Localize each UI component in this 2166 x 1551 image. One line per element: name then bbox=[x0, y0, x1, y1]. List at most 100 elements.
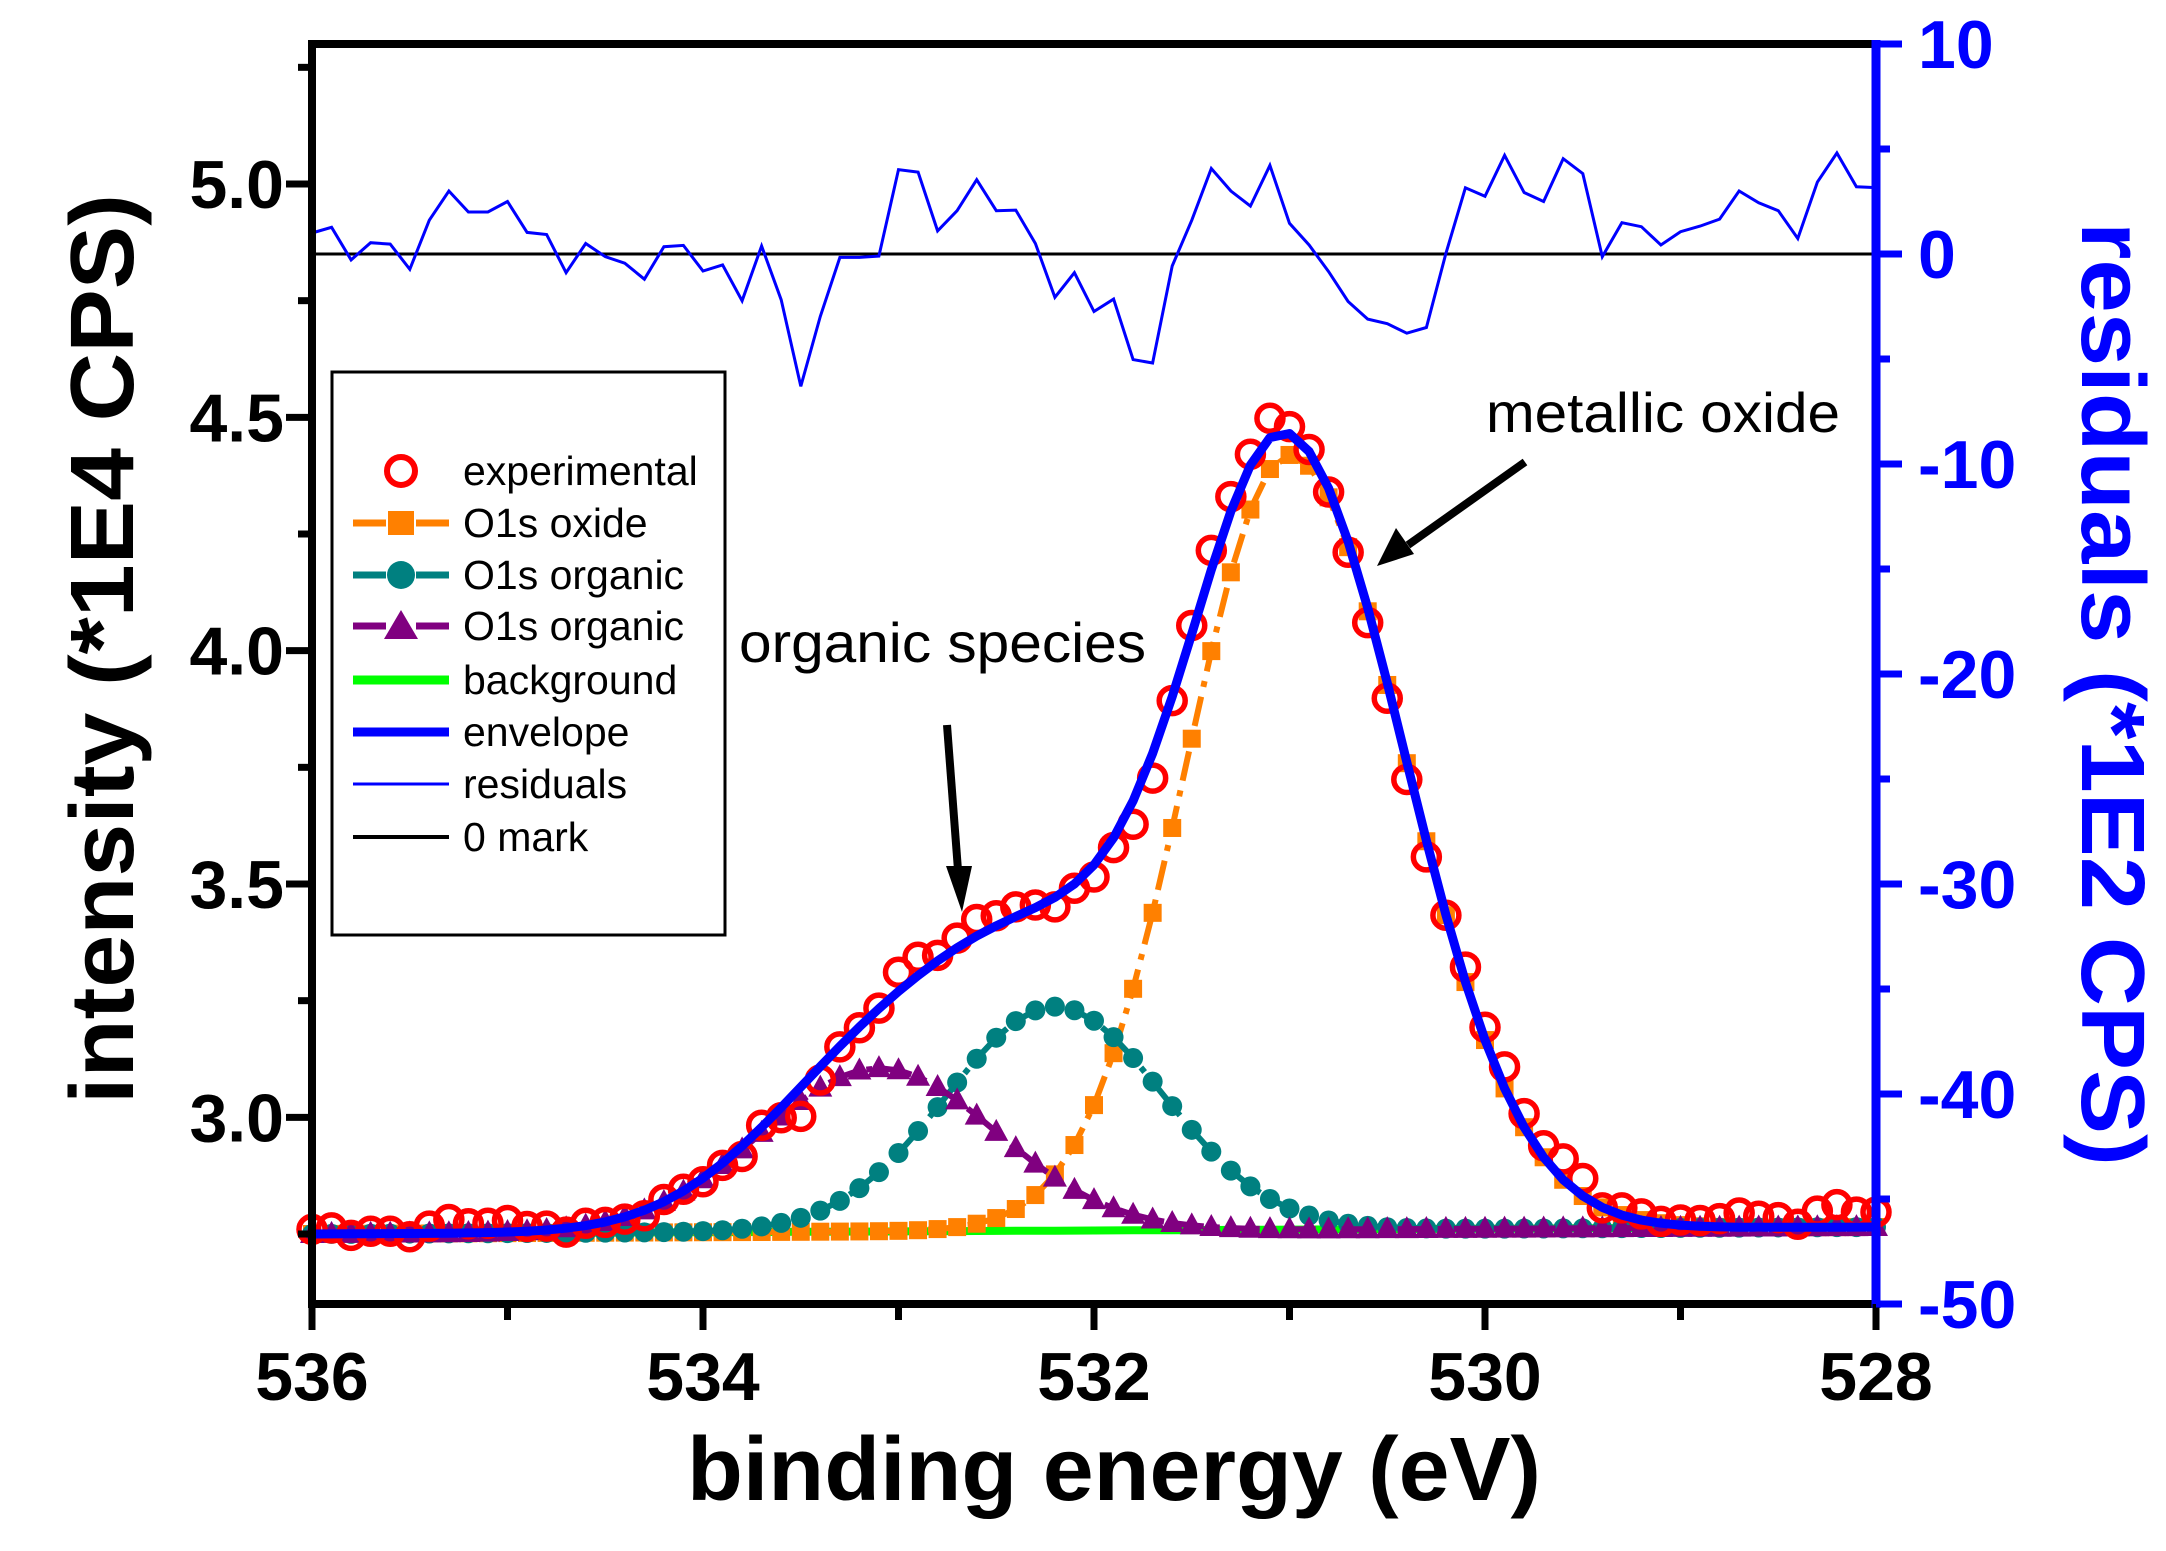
circle-marker bbox=[1044, 996, 1065, 1017]
circle-marker bbox=[712, 1220, 733, 1241]
circle-marker bbox=[849, 1178, 870, 1199]
circle-marker bbox=[1064, 1000, 1085, 1021]
square-marker bbox=[1006, 1200, 1025, 1219]
arrow-organic-species bbox=[943, 724, 972, 912]
legend-entry: O1s organic bbox=[353, 603, 684, 649]
experimental-point bbox=[315, 1212, 348, 1244]
triangle-marker bbox=[1492, 1215, 1517, 1238]
legend-box bbox=[330, 370, 727, 937]
x-tick-label: 534 bbox=[646, 1339, 760, 1415]
experimental-point bbox=[1293, 433, 1325, 466]
triangle-marker bbox=[984, 1118, 1009, 1141]
circle-marker bbox=[1142, 1071, 1163, 1092]
arrow-metallic-oxide bbox=[1377, 458, 1528, 566]
legend-label: 0 mark bbox=[463, 814, 589, 860]
experimental-point bbox=[843, 1011, 876, 1044]
circle-marker bbox=[790, 1207, 811, 1228]
circle-marker bbox=[1181, 1119, 1202, 1140]
y-axis-title: intensity (*1E4 CPS) bbox=[53, 194, 153, 1104]
experimental-point bbox=[1273, 410, 1306, 443]
legend-entry: experimental bbox=[384, 448, 698, 494]
y2-tick-label: -30 bbox=[1918, 847, 2016, 923]
legend: experimental O1s oxide O1s organic O1s orga… bbox=[330, 370, 727, 937]
y-tick-label: 4.0 bbox=[189, 614, 284, 690]
x-tick-label: 536 bbox=[255, 1339, 368, 1415]
legend-label: O1s oxide bbox=[463, 500, 648, 546]
circle-marker bbox=[908, 1121, 929, 1142]
x-tick-label: 528 bbox=[1819, 1339, 1932, 1415]
circle-marker bbox=[868, 1162, 889, 1183]
experimental-point bbox=[1703, 1202, 1736, 1235]
triangle-marker bbox=[1609, 1215, 1634, 1238]
square-marker bbox=[830, 1222, 849, 1241]
triangle-marker bbox=[1218, 1215, 1243, 1238]
experimental-point bbox=[667, 1173, 700, 1205]
square-marker bbox=[869, 1222, 888, 1241]
circle-marker bbox=[732, 1218, 753, 1239]
square-marker bbox=[1124, 979, 1143, 998]
y-tick-label: 3.0 bbox=[189, 1080, 284, 1156]
circle-marker bbox=[1299, 1205, 1320, 1226]
experimental-point bbox=[785, 1100, 817, 1133]
triangle-marker bbox=[1414, 1216, 1439, 1239]
y2-tick-label: -50 bbox=[1918, 1267, 2016, 1343]
circle-marker bbox=[966, 1048, 987, 1069]
circle-marker bbox=[829, 1190, 850, 1211]
triangle-marker bbox=[1140, 1206, 1165, 1229]
x-axis-title: binding energy (eV) bbox=[687, 1420, 1541, 1520]
triangle-marker bbox=[964, 1102, 989, 1125]
square-marker bbox=[1143, 903, 1162, 922]
experimental-point bbox=[824, 1031, 856, 1063]
square-marker bbox=[1104, 1044, 1123, 1063]
y2-tick-label: -40 bbox=[1918, 1057, 2016, 1133]
circle-marker bbox=[653, 1222, 674, 1243]
circle-marker bbox=[1103, 1027, 1124, 1048]
legend-label: O1s organic bbox=[463, 603, 684, 649]
square-marker bbox=[948, 1218, 967, 1237]
square-marker bbox=[889, 1221, 908, 1240]
square-marker bbox=[1182, 729, 1201, 748]
circle-marker bbox=[1240, 1176, 1261, 1197]
y2-tick-label: 10 bbox=[1918, 7, 1994, 83]
circle-marker bbox=[927, 1097, 948, 1118]
triangle-marker bbox=[1160, 1209, 1185, 1232]
square-marker bbox=[1065, 1136, 1084, 1155]
legend-label: envelope bbox=[463, 709, 629, 755]
triangle-marker bbox=[1297, 1216, 1322, 1239]
experimental-point bbox=[413, 1210, 446, 1242]
circle-marker bbox=[1279, 1198, 1300, 1219]
square-marker bbox=[791, 1222, 810, 1241]
triangle-marker bbox=[925, 1074, 950, 1097]
legend-circle-icon bbox=[384, 454, 418, 488]
triangle-marker bbox=[886, 1057, 911, 1080]
triangle-marker bbox=[1121, 1201, 1146, 1224]
triangle-marker bbox=[1473, 1215, 1497, 1238]
y2-axis-title: residuals (*1E2 CPS) bbox=[2062, 222, 2162, 1166]
legend-entry: O1s oxide bbox=[353, 500, 648, 546]
legend-entry: 0 mark bbox=[353, 814, 589, 860]
square-marker bbox=[1163, 818, 1182, 837]
legend-label: O1s organic bbox=[463, 552, 684, 598]
y-tick-label: 3.5 bbox=[189, 847, 284, 923]
circle-marker bbox=[1025, 1000, 1046, 1021]
triangle-marker bbox=[1551, 1215, 1576, 1238]
y2-tick-label: -10 bbox=[1918, 427, 2016, 503]
triangle-marker bbox=[1512, 1215, 1537, 1238]
square-marker bbox=[967, 1214, 986, 1233]
y-tick-label: 4.5 bbox=[189, 380, 284, 456]
triangle-marker bbox=[1023, 1150, 1048, 1173]
triangle-marker bbox=[906, 1063, 931, 1086]
legend-label: residuals bbox=[463, 761, 627, 807]
legend-label: background bbox=[463, 657, 677, 703]
annotation-organic-species: organic species bbox=[739, 611, 1146, 674]
circle-marker bbox=[1259, 1188, 1280, 1209]
triangle-marker bbox=[1179, 1212, 1204, 1235]
square-marker bbox=[1241, 500, 1260, 519]
legend-label: experimental bbox=[463, 448, 698, 494]
triangle-marker bbox=[1003, 1135, 1028, 1158]
legend-entry: envelope bbox=[353, 709, 629, 755]
triangle-marker bbox=[1082, 1187, 1106, 1210]
triangle-marker bbox=[1355, 1216, 1380, 1239]
envelope-series bbox=[311, 429, 1877, 1239]
